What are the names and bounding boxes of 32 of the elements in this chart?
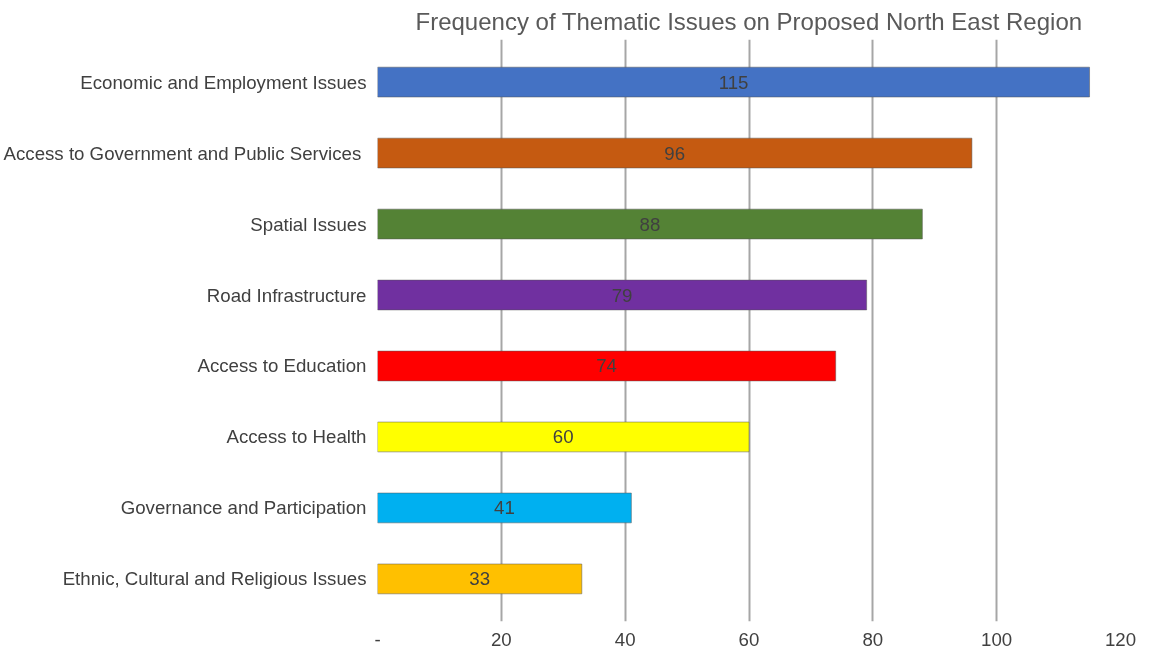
bar	[377, 563, 583, 595]
y-tick-label: Access to Government and Public Services	[3, 142, 362, 164]
data-label: 60	[552, 426, 574, 448]
bar	[377, 137, 973, 169]
bar	[377, 492, 632, 524]
x-tick-label: -	[374, 628, 381, 650]
y-tick-label: Economic and Employment Issues	[80, 71, 367, 93]
x-tick-label: 60	[738, 628, 760, 650]
x-tick-label: 40	[614, 628, 636, 650]
bar	[377, 421, 750, 453]
y-tick-label: Spatial Issues	[250, 213, 367, 235]
bar	[377, 208, 923, 240]
bar	[377, 350, 836, 382]
data-label: 33	[469, 568, 491, 590]
y-tick-label: Access to Education	[197, 355, 367, 377]
bar	[377, 279, 867, 311]
x-tick-label: 20	[490, 628, 512, 650]
data-label: 41	[494, 497, 515, 519]
y-tick-label: Governance and Participation	[120, 497, 367, 519]
data-label: 96	[664, 142, 686, 164]
x-tick-label: 80	[862, 628, 884, 650]
data-label: 115	[718, 71, 749, 93]
chart-title: Frequency of Thematic Issues on Proposed North East Region	[415, 7, 1083, 35]
bar	[377, 66, 1090, 98]
y-tick-label: Ethnic, Cultural and Religious Issues	[62, 568, 367, 590]
x-tick-label: 120	[1104, 628, 1137, 650]
data-label: 79	[611, 284, 633, 306]
data-label: 74	[596, 355, 617, 377]
data-label: 88	[639, 213, 661, 235]
x-tick-label: 100	[981, 628, 1013, 650]
y-tick-label: Access to Health	[226, 426, 367, 448]
y-tick-label: Road Infrastructure	[206, 284, 367, 306]
